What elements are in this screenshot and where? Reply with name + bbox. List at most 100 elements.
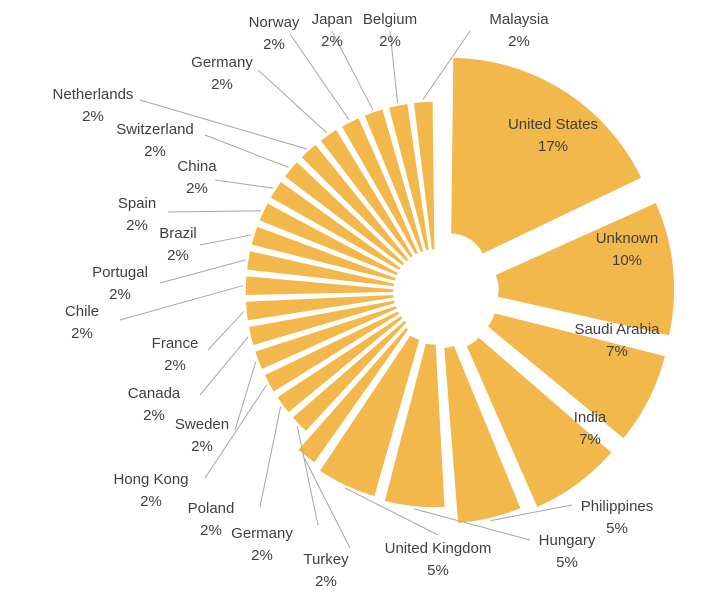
- pie-slice-japan: [362, 107, 426, 254]
- leader-line: [119, 285, 244, 321]
- slice-label-name: Norway: [249, 14, 300, 31]
- slice-label-percent: 2%: [263, 36, 285, 53]
- slice-label: Malaysia 2%: [489, 11, 549, 50]
- pie-slice-netherlands: [299, 142, 411, 264]
- slice-label: Philippines 5%: [581, 498, 654, 537]
- pie-slice-brazil: [249, 224, 398, 283]
- slice-label-name: Poland: [188, 500, 235, 517]
- slice-label-name: Malaysia: [489, 11, 549, 28]
- slice-label-name: Hong Kong: [113, 471, 188, 488]
- pie-slice-france: [244, 293, 396, 322]
- slice-label: China 2%: [177, 158, 217, 197]
- slice-label-percent: 2%: [126, 217, 148, 234]
- slice-label-percent: 2%: [508, 33, 530, 50]
- slice-label-name: Philippines: [581, 498, 654, 515]
- slice-label: Sweden 2%: [175, 416, 229, 455]
- pie-slice-philippines: [442, 343, 523, 525]
- slice-label-percent: 2%: [71, 325, 93, 342]
- pie-slice-saudi-arabia: [485, 311, 667, 441]
- leader-line: [204, 134, 289, 168]
- slice-label-percent: 2%: [109, 286, 131, 303]
- slice-label: Saudi Arabia 7%: [574, 321, 660, 360]
- pie-slice-switzerland: [282, 160, 407, 268]
- slice-label: Poland 2%: [188, 500, 235, 539]
- leader-line: [304, 458, 351, 549]
- slice-label-name: Germany: [231, 525, 293, 542]
- slice-label-name: Brazil: [159, 225, 197, 242]
- slice-label: Belgium 2%: [363, 11, 417, 50]
- slice-label: Turkey 2%: [303, 551, 349, 590]
- slice-label: Hungary 5%: [539, 532, 596, 571]
- slice-label-name: Hungary: [539, 532, 596, 549]
- slice-label-percent: 2%: [144, 143, 166, 160]
- pie-slices: [244, 56, 676, 525]
- leader-line: [199, 336, 249, 396]
- leader-line: [167, 210, 261, 213]
- slice-label-name: Japan: [312, 11, 353, 28]
- slice-label: Germany 2%: [231, 525, 293, 564]
- leader-line: [344, 487, 439, 536]
- pie-slice-belgium: [387, 102, 431, 253]
- slice-label: United Kingdom 5%: [385, 540, 492, 579]
- slice-label: France 2%: [152, 335, 199, 374]
- leader-lines: [119, 30, 573, 549]
- slice-label-name: Germany: [191, 54, 253, 71]
- pie-slice-spain: [257, 201, 400, 278]
- slice-label-percent: 7%: [606, 343, 628, 360]
- pie-slice-united-states: [449, 56, 644, 256]
- pie-slice-chile: [244, 274, 395, 297]
- leader-line: [389, 30, 399, 103]
- slice-label-name: United States: [508, 116, 598, 133]
- slice-label: Portugal 2%: [92, 264, 148, 303]
- slice-label: Canada 2%: [128, 385, 181, 424]
- slice-label-name: Switzerland: [116, 121, 194, 138]
- slice-label-percent: 10%: [612, 252, 642, 269]
- slice-label-name: Spain: [118, 195, 156, 212]
- pie-slice-germany: [318, 128, 415, 260]
- slice-label-percent: 2%: [191, 438, 213, 455]
- pie-slice-hong-kong: [262, 309, 402, 394]
- slice-label-percent: 5%: [556, 554, 578, 571]
- slice-label: India 7%: [574, 409, 607, 448]
- leader-line: [234, 361, 257, 431]
- pie-slice-unknown: [493, 201, 676, 338]
- slice-label-name: Belgium: [363, 11, 417, 28]
- slice-label: Netherlands 2%: [53, 86, 134, 125]
- leader-line: [257, 69, 328, 134]
- slice-label: Japan 2%: [312, 11, 353, 50]
- slice-label-percent: 17%: [538, 138, 568, 155]
- pie-slice-india: [464, 335, 614, 509]
- slice-label: Germany 2%: [191, 54, 253, 93]
- leader-line: [159, 259, 246, 284]
- slice-label-percent: 2%: [211, 76, 233, 93]
- slice-label-name: Portugal: [92, 264, 148, 281]
- leader-line: [259, 406, 282, 508]
- slice-label-name: United Kingdom: [385, 540, 492, 557]
- leader-line: [414, 508, 531, 541]
- slice-label-name: Sweden: [175, 416, 229, 433]
- pie-slice-china: [268, 179, 403, 273]
- slice-label-percent: 2%: [140, 493, 162, 510]
- slice-labels: United States 17% Unknown 10% Saudi Arabia 7%…: [53, 11, 661, 590]
- slice-label-percent: 2%: [186, 180, 208, 197]
- slice-label-percent: 2%: [164, 357, 186, 374]
- slice-label-name: France: [152, 335, 199, 352]
- pie-slice-hungary: [383, 341, 447, 509]
- slice-label-name: Canada: [128, 385, 181, 402]
- slice-label-percent: 2%: [321, 33, 343, 50]
- slice-label-name: India: [574, 409, 607, 426]
- leader-line: [139, 99, 307, 150]
- leader-line: [296, 426, 319, 526]
- pie-slice-germany: [290, 318, 409, 433]
- leader-line: [422, 30, 471, 100]
- leader-line: [214, 179, 274, 189]
- slice-label-name: Turkey: [303, 551, 349, 568]
- slice-label: Brazil 2%: [159, 225, 197, 264]
- slice-label: Chile 2%: [65, 303, 99, 342]
- slice-label-percent: 2%: [379, 33, 401, 50]
- slice-label-name: Unknown: [596, 230, 659, 247]
- slice-label-percent: 2%: [167, 247, 189, 264]
- pie-slice-portugal: [245, 249, 396, 288]
- slice-label-percent: 5%: [427, 562, 449, 579]
